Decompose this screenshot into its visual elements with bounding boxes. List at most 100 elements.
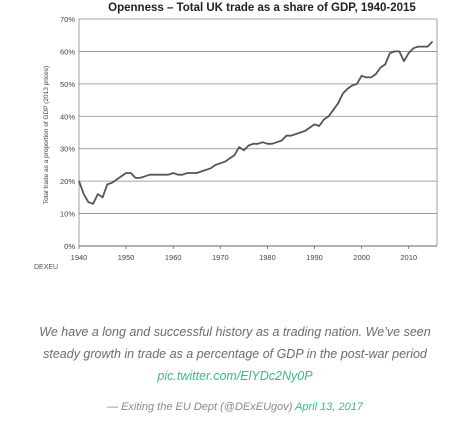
data-point <box>375 73 377 75</box>
data-point <box>257 143 259 145</box>
data-point <box>323 118 325 121</box>
source-label: DEXEU <box>34 264 59 271</box>
data-point <box>97 193 99 195</box>
data-point <box>116 178 118 181</box>
data-point <box>149 174 151 176</box>
data-point <box>177 174 179 176</box>
data-point <box>139 177 141 179</box>
data-point <box>186 172 188 174</box>
x-tick-label: 1940 <box>71 253 88 262</box>
y-tick-label: 0% <box>64 242 75 251</box>
data-point <box>247 144 250 147</box>
data-point <box>285 135 287 137</box>
data-point <box>252 143 254 145</box>
data-point <box>78 180 80 182</box>
data-point <box>158 174 160 176</box>
data-point <box>356 83 358 85</box>
data-point <box>403 60 405 62</box>
y-tick-label: 10% <box>60 210 75 219</box>
x-tick-label: 1990 <box>306 253 323 262</box>
data-point <box>87 201 90 203</box>
data-point <box>233 154 236 156</box>
data-point <box>205 169 207 171</box>
data-point <box>408 52 410 54</box>
data-point <box>365 76 367 78</box>
data-point <box>361 75 363 77</box>
data-point <box>210 167 212 169</box>
data-point <box>196 172 198 174</box>
data-point <box>351 84 353 87</box>
data-point <box>219 162 221 164</box>
data-point <box>328 115 330 117</box>
y-tick-label: 60% <box>60 47 75 56</box>
x-tick-label: 1970 <box>212 253 229 262</box>
data-point <box>130 172 132 174</box>
data-point <box>92 203 94 205</box>
data-point <box>243 149 245 151</box>
x-tick-label: 1960 <box>165 253 182 262</box>
data-point <box>299 131 301 134</box>
data-point <box>111 182 113 184</box>
data-point <box>318 125 320 127</box>
data-point <box>163 174 165 176</box>
data-point <box>134 177 137 179</box>
data-point <box>370 76 372 78</box>
data-point <box>309 127 311 129</box>
y-axis-label: Total trade as a proportion of GDP (2013… <box>43 66 50 204</box>
data-point <box>332 109 334 111</box>
data-point <box>229 157 231 160</box>
data-point <box>167 174 170 176</box>
data-point <box>200 170 203 173</box>
series-line <box>78 41 433 205</box>
tweet-body: We have a long and successful history as… <box>0 321 470 387</box>
data-point <box>262 141 264 143</box>
data-point <box>125 172 127 174</box>
y-tick-label: 50% <box>60 80 75 89</box>
data-point <box>153 174 155 176</box>
data-point <box>379 67 382 69</box>
data-point <box>398 50 400 53</box>
y-tick-label: 40% <box>60 112 75 121</box>
data-point <box>304 130 306 132</box>
tweet-attribution-row: — Exiting the EU Dept (@DExEUgov) April … <box>0 401 470 413</box>
data-point <box>83 193 85 195</box>
data-point <box>215 164 217 166</box>
data-point <box>295 133 297 135</box>
tweet-image-link[interactable]: pic.twitter.com/ElYDc2Ny0P <box>157 369 313 383</box>
data-point <box>191 172 193 174</box>
data-point <box>412 47 415 49</box>
data-point <box>422 45 424 48</box>
y-tick-label: 30% <box>60 145 75 154</box>
data-point <box>342 92 344 95</box>
x-tick-label: 1950 <box>118 253 135 262</box>
data-point <box>313 123 316 125</box>
y-tick-label: 70% <box>60 15 75 24</box>
x-tick-label: 2010 <box>400 253 417 262</box>
data-point <box>431 41 433 43</box>
data-point <box>238 146 240 148</box>
data-point <box>417 45 419 48</box>
data-point <box>182 174 184 176</box>
y-tick-label: 20% <box>60 177 75 186</box>
data-point <box>426 45 429 48</box>
data-point <box>172 172 174 174</box>
data-point <box>276 141 278 143</box>
x-tick-label: 1980 <box>259 253 276 262</box>
data-point <box>144 175 146 177</box>
tweet-date-link[interactable]: April 13, 2017 <box>295 401 363 413</box>
data-point <box>266 143 269 145</box>
chart-title: Openness – Total UK trade as a share of … <box>108 2 416 14</box>
line-chart: Openness – Total UK trade as a share of … <box>43 2 438 262</box>
tweet-line-2: steady growth in trade as a percentage o… <box>43 347 427 361</box>
data-point <box>101 196 104 198</box>
data-point <box>120 175 122 177</box>
data-point <box>384 63 386 65</box>
data-point <box>389 52 391 54</box>
data-point <box>106 183 108 185</box>
data-point <box>271 143 273 145</box>
data-point <box>394 50 396 53</box>
data-point <box>280 140 283 142</box>
data-point <box>290 135 292 137</box>
data-point <box>346 88 349 90</box>
data-point <box>224 161 226 163</box>
